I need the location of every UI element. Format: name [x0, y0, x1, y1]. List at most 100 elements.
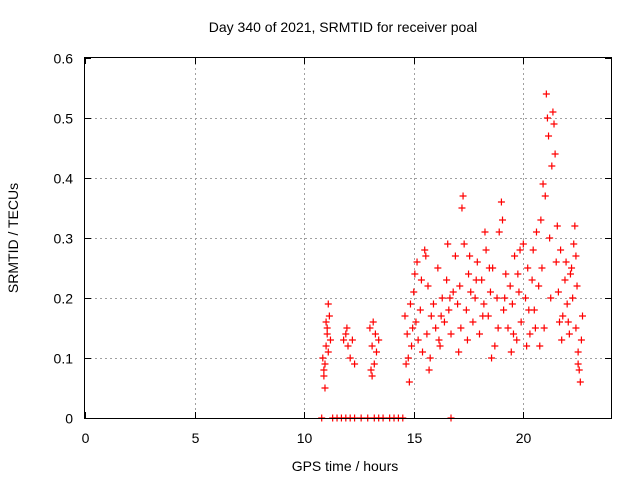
y-tick-label: 0.6 [54, 51, 74, 67]
data-point [497, 198, 505, 206]
data-point [516, 246, 524, 254]
x-tick-label: 0 [82, 430, 90, 446]
data-point [541, 192, 549, 200]
data-point [413, 258, 421, 266]
data-point [319, 354, 327, 362]
data-point [502, 270, 510, 278]
data-point [325, 312, 333, 320]
data-point [417, 276, 425, 284]
data-point [404, 354, 412, 362]
grid-lines [85, 58, 611, 418]
y-tick-label: 0.1 [54, 351, 74, 367]
y-axis-label: SRMTID / TECUs [5, 183, 21, 293]
data-point [579, 312, 587, 320]
data-point [460, 240, 468, 248]
data-point [320, 372, 328, 380]
data-point [457, 324, 465, 332]
data-point [495, 228, 503, 236]
data-point [321, 384, 329, 392]
data-point [506, 282, 514, 290]
data-point [571, 222, 579, 230]
data-point [435, 336, 443, 344]
data-point [558, 336, 566, 344]
data-point [324, 300, 332, 308]
data-point [416, 306, 424, 314]
data-point [403, 330, 411, 338]
data-point [476, 330, 483, 338]
data-point [346, 354, 354, 362]
data-point [500, 306, 508, 314]
data-point [514, 270, 522, 278]
data-point [440, 318, 448, 326]
data-point [522, 294, 530, 302]
data-point [488, 354, 496, 362]
data-point [326, 336, 334, 344]
data-point [529, 246, 537, 254]
data-point [463, 336, 471, 344]
data-point [371, 330, 379, 338]
x-tick-label: 20 [516, 430, 532, 446]
data-point [343, 324, 351, 332]
data-point [548, 162, 556, 170]
data-point [405, 378, 413, 386]
data-point [575, 366, 583, 374]
data-point [537, 216, 545, 224]
data-point [467, 288, 475, 296]
data-point [532, 228, 540, 236]
data-point [348, 336, 356, 344]
data-point [323, 330, 331, 338]
data-point [509, 330, 517, 338]
data-point [576, 378, 584, 386]
data-point [372, 348, 380, 356]
data-point [485, 264, 493, 272]
data-point [562, 258, 570, 266]
data-point [368, 372, 376, 380]
data-point [351, 360, 359, 368]
data-point [375, 336, 383, 344]
data-point [471, 294, 479, 302]
data-point [569, 294, 577, 302]
x-tick-label: 15 [407, 430, 423, 446]
data-point [523, 342, 531, 350]
data-point [323, 324, 331, 332]
data-point [479, 312, 487, 320]
data-point [542, 90, 550, 98]
data-point [465, 270, 473, 278]
data-point [344, 342, 352, 350]
data-point [426, 354, 434, 362]
x-tick-label: 10 [297, 430, 313, 446]
data-point [432, 324, 440, 332]
data-point [511, 252, 519, 260]
data-point [370, 360, 378, 368]
data-point [552, 258, 560, 266]
x-axis-label: GPS time / hours [292, 458, 399, 474]
data-point [320, 366, 328, 374]
data-point [545, 132, 553, 140]
data-point [434, 264, 442, 272]
data-point [486, 288, 494, 296]
data-point [480, 300, 488, 308]
data-point [424, 282, 432, 290]
data-point [414, 336, 422, 344]
data-point [443, 276, 451, 284]
data-point [451, 252, 459, 260]
data-point [499, 216, 507, 224]
data-point [472, 276, 480, 284]
data-point [466, 252, 474, 260]
data-point [570, 240, 578, 248]
data-point [553, 222, 561, 230]
data-point [572, 252, 580, 260]
data-point [401, 312, 409, 320]
data-point [445, 306, 453, 314]
y-tick-label: 0.2 [54, 291, 74, 307]
data-point [369, 318, 377, 326]
data-point [504, 324, 512, 332]
data-point [566, 270, 574, 278]
y-tick-label: 0.3 [54, 231, 74, 247]
data-point [427, 312, 435, 320]
data-point [419, 348, 427, 356]
data-point [482, 246, 490, 254]
data-point [574, 360, 582, 368]
data-point [507, 348, 515, 356]
data-point [538, 264, 546, 272]
